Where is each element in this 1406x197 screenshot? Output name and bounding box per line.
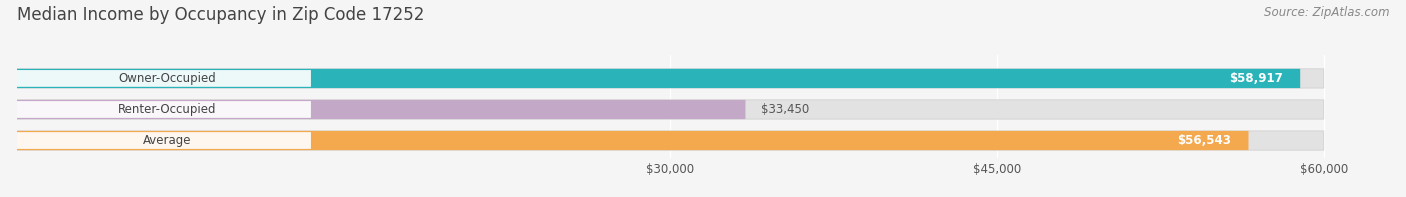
Text: Source: ZipAtlas.com: Source: ZipAtlas.com [1264,6,1389,19]
FancyBboxPatch shape [17,100,745,119]
FancyBboxPatch shape [17,70,311,87]
Text: Renter-Occupied: Renter-Occupied [118,103,217,116]
FancyBboxPatch shape [17,131,1324,150]
Text: $58,917: $58,917 [1229,72,1282,85]
Text: Average: Average [143,134,191,147]
Text: Owner-Occupied: Owner-Occupied [118,72,217,85]
FancyBboxPatch shape [17,100,1324,119]
FancyBboxPatch shape [17,69,1324,88]
FancyBboxPatch shape [17,131,1249,150]
Text: Median Income by Occupancy in Zip Code 17252: Median Income by Occupancy in Zip Code 1… [17,6,425,24]
FancyBboxPatch shape [17,101,311,118]
FancyBboxPatch shape [17,69,1301,88]
FancyBboxPatch shape [17,132,311,149]
Text: $56,543: $56,543 [1177,134,1232,147]
Text: $33,450: $33,450 [761,103,808,116]
